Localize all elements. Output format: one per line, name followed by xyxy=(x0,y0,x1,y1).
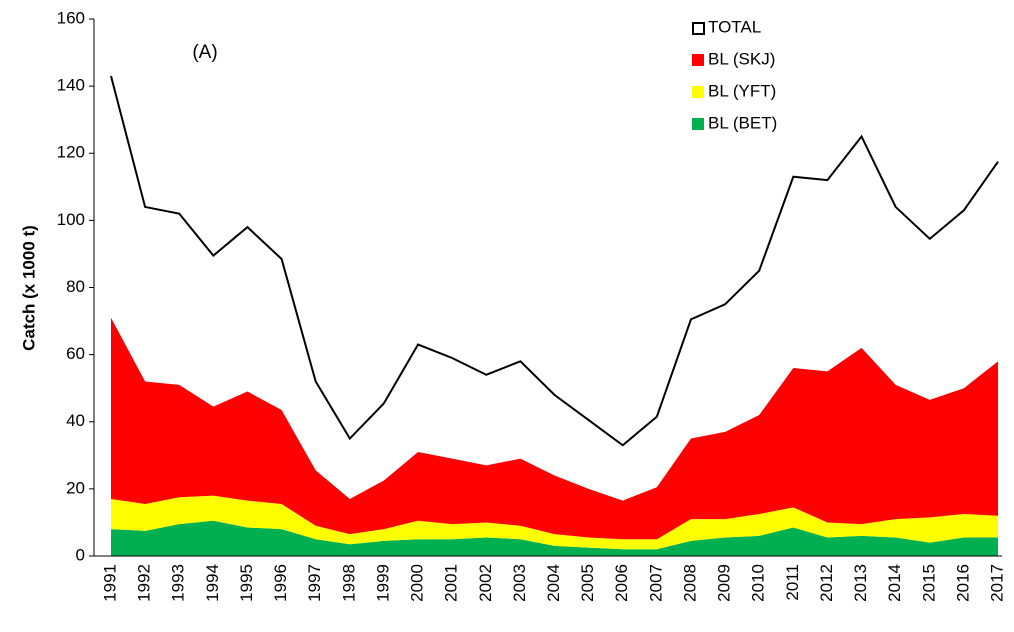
x-tick-label: 2002 xyxy=(476,564,495,602)
y-tick-label: 100 xyxy=(57,210,85,229)
annotation: (A) xyxy=(192,42,217,63)
area xyxy=(111,495,998,550)
line xyxy=(110,75,999,447)
y-tick-label: 140 xyxy=(57,76,85,95)
x-tick-label: 2015 xyxy=(919,564,938,602)
x-tick-label: 2000 xyxy=(408,564,427,602)
legend-swatch xyxy=(692,86,704,98)
x-tick-label: 1997 xyxy=(305,564,324,602)
x-tick-label: 1996 xyxy=(271,564,290,602)
x-tick-label: 2012 xyxy=(817,564,836,602)
legend-label: BL (BET) xyxy=(708,113,777,132)
y-tick-label: 20 xyxy=(66,478,85,497)
x-tick-label: 1993 xyxy=(169,564,188,602)
area xyxy=(111,520,998,556)
x-tick-label: 2008 xyxy=(680,564,699,602)
x-tick-label: 2010 xyxy=(749,564,768,602)
area xyxy=(111,317,998,540)
x-tick-label: 1992 xyxy=(135,564,154,602)
y-tick-label: 80 xyxy=(66,277,85,296)
x-tick-label: 2009 xyxy=(715,564,734,602)
x-tick-label: 2003 xyxy=(510,564,529,602)
x-tick-label: 2016 xyxy=(953,564,972,602)
legend-label: BL (SKJ) xyxy=(708,49,775,68)
y-axis-label: Catch (x 1000 t) xyxy=(19,225,38,351)
x-tick-label: 2007 xyxy=(646,564,665,602)
legend-swatch xyxy=(692,22,705,35)
legend-label: BL (YFT) xyxy=(708,81,776,100)
x-tick-label: 2011 xyxy=(783,564,802,601)
legend-label: TOTAL xyxy=(708,17,761,36)
x-tick-label: 1998 xyxy=(339,564,358,602)
x-tick-label: 2005 xyxy=(578,564,597,602)
x-tick-label: 2014 xyxy=(885,564,904,602)
x-tick-label: 2017 xyxy=(987,564,1006,602)
x-tick-label: 2006 xyxy=(612,564,631,602)
y-tick-label: 120 xyxy=(57,143,85,162)
legend-swatch xyxy=(692,54,704,66)
x-tick-label: 2013 xyxy=(851,564,870,602)
x-tick-label: 2001 xyxy=(442,564,461,602)
y-tick-label: 40 xyxy=(66,411,85,430)
x-tick-label: 1995 xyxy=(237,564,256,602)
legend-swatch xyxy=(692,118,704,130)
x-tick-label: 2004 xyxy=(544,564,563,602)
x-tick-label: 1994 xyxy=(203,564,222,602)
y-tick-label: 160 xyxy=(57,8,85,27)
x-tick-label: 1999 xyxy=(373,564,392,602)
x-tick-label: 1991 xyxy=(100,564,119,602)
y-tick-label: 60 xyxy=(66,344,85,363)
y-tick-label: 0 xyxy=(76,545,85,564)
